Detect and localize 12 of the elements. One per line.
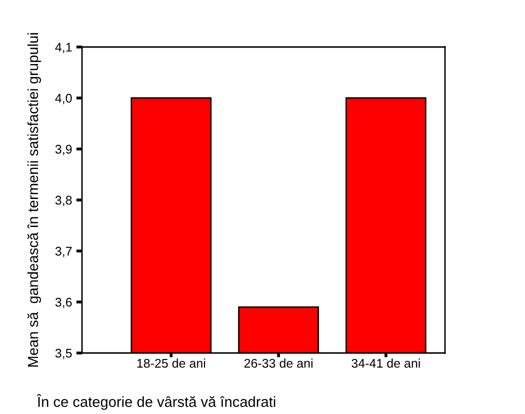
- y-axis-title: Mean să gandească în termenii satisfactiei grupului: [27, 33, 42, 367]
- x-tick-label: 26-33 de ani: [244, 358, 312, 368]
- y-tick-label: 3,7: [55, 246, 72, 258]
- y-tick-label: 3,8: [55, 196, 72, 206]
- y-tick-label: 3,9: [55, 144, 72, 156]
- y-tick-label: 4,1: [55, 42, 72, 54]
- y-tick-label: 4,0: [55, 94, 72, 104]
- x-tick-label: 34-41 de ani: [352, 358, 420, 368]
- y-tick-label: 3,6: [55, 298, 72, 308]
- y-tick-label: 3,5: [55, 348, 72, 360]
- x-tick-label: 18-25 de ani: [137, 358, 206, 368]
- x-axis-title: În ce categorie de vârstă vă încadrati: [36, 394, 276, 410]
